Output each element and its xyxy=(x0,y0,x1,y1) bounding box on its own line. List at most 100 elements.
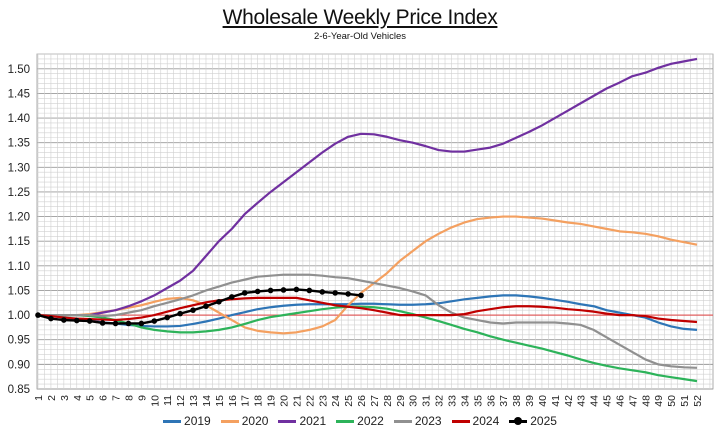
y-tick-label: 1.25 xyxy=(8,187,30,199)
data-point-2025 xyxy=(293,286,300,293)
x-tick-label: 2 xyxy=(46,395,58,401)
x-tick-label: 11 xyxy=(162,395,174,406)
y-tick-label: 1.20 xyxy=(8,212,30,224)
legend-swatch xyxy=(336,419,355,423)
data-point-2025 xyxy=(203,303,209,310)
data-point-2025 xyxy=(267,287,274,294)
x-tick-label: 13 xyxy=(188,395,200,407)
y-tick-label: 1.05 xyxy=(8,285,30,297)
series-line-2022 xyxy=(38,305,698,383)
x-tick-label: 37 xyxy=(498,395,510,407)
x-tick-label: 38 xyxy=(511,395,523,407)
data-point-2025 xyxy=(229,294,235,300)
x-tick-label: 39 xyxy=(524,395,536,407)
series-line-2021 xyxy=(38,57,698,317)
legend-swatch xyxy=(278,419,297,423)
data-point-2025 xyxy=(151,318,158,324)
series-line-2023 xyxy=(38,273,698,369)
chart-subtitle: 2-6-Year-Old Vehicles xyxy=(313,31,407,42)
x-tick-label: 18 xyxy=(253,395,265,407)
y-tick-label: 1.10 xyxy=(8,261,30,273)
x-tick-label: 24 xyxy=(330,395,342,407)
legend-item-2022: 2022 xyxy=(336,414,384,428)
data-point-2025 xyxy=(164,314,171,321)
legend-swatch xyxy=(393,419,412,423)
y-tick-label: 1.00 xyxy=(8,310,30,322)
x-tick-label: 8 xyxy=(123,395,135,401)
data-point-2025 xyxy=(306,287,313,294)
x-tick-label: 3 xyxy=(59,395,71,401)
data-point-2025 xyxy=(48,315,54,322)
x-tick-label: 1 xyxy=(33,395,45,401)
data-point-2025 xyxy=(86,318,93,324)
series-line-2024 xyxy=(37,296,698,324)
x-tick-label: 4 xyxy=(72,395,84,401)
data-point-2025 xyxy=(138,320,145,327)
x-tick-label: 29 xyxy=(395,395,407,407)
legend-item-2020: 2020 xyxy=(220,414,269,428)
x-tick-label: 26 xyxy=(356,395,368,407)
legend-swatch xyxy=(451,419,470,423)
legend-label: 2022 xyxy=(357,414,384,428)
data-point-2025 xyxy=(216,299,222,305)
legend-label: 2025 xyxy=(530,414,557,428)
x-tick-label: 15 xyxy=(214,395,226,407)
x-tick-label: 34 xyxy=(459,395,471,407)
data-point-2025 xyxy=(280,287,287,293)
x-tick-label: 12 xyxy=(175,395,187,407)
y-tick-label: 0.90 xyxy=(8,359,30,371)
x-tick-label: 31 xyxy=(421,395,433,407)
legend-label: 2024 xyxy=(472,414,500,428)
legend-swatch xyxy=(163,419,182,423)
x-tick-label: 49 xyxy=(653,395,665,407)
data-point-2025 xyxy=(73,317,80,324)
x-tick-label: 19 xyxy=(266,395,278,407)
data-point-2025 xyxy=(125,320,132,327)
x-tick-label: 36 xyxy=(485,395,497,407)
data-point-2025 xyxy=(99,320,106,326)
x-tick-label: 7 xyxy=(111,395,123,401)
x-tick-label: 40 xyxy=(537,395,549,407)
data-point-2025 xyxy=(241,290,248,296)
x-tick-label: 45 xyxy=(602,395,614,407)
data-point-2025 xyxy=(177,310,183,317)
data-point-2025 xyxy=(332,290,338,296)
legend-label: 2020 xyxy=(241,414,269,428)
x-tick-label: 44 xyxy=(589,395,601,407)
legend-label: 2023 xyxy=(414,414,442,428)
x-tick-label: 17 xyxy=(240,395,252,407)
x-tick-label: 28 xyxy=(382,395,394,407)
data-point-2025 xyxy=(345,291,351,297)
x-tick-label: 25 xyxy=(343,395,355,407)
legend-item-2025: 2025 xyxy=(509,414,557,428)
x-tick-label: 23 xyxy=(317,395,329,407)
legend-item-2019: 2019 xyxy=(163,414,211,428)
data-point-2025 xyxy=(358,292,364,299)
x-tick-label: 32 xyxy=(434,395,446,407)
legend-label: 2021 xyxy=(299,414,327,428)
x-tick-label: 30 xyxy=(408,395,420,407)
chart-title: Wholesale Weekly Price Index xyxy=(222,6,498,29)
y-tick-label: 0.85 xyxy=(8,384,30,396)
data-point-2025 xyxy=(254,288,261,295)
x-tick-label: 5 xyxy=(85,395,97,401)
x-tick-label: 14 xyxy=(201,395,213,407)
y-tick-label: 1.30 xyxy=(8,162,30,174)
x-tick-label: 51 xyxy=(679,395,691,407)
y-tick-label: 1.15 xyxy=(8,236,30,248)
x-tick-label: 47 xyxy=(627,395,639,407)
legend-item-2023: 2023 xyxy=(393,414,442,428)
data-point-2025 xyxy=(61,317,67,323)
legend: 2019 2020 2021 2022 2023 2024 2025 xyxy=(0,414,720,428)
legend-swatch xyxy=(220,419,239,423)
legend-item-2021: 2021 xyxy=(278,414,326,428)
x-tick-label: 42 xyxy=(563,395,575,407)
x-tick-label: 43 xyxy=(576,395,588,407)
data-point-2025 xyxy=(112,320,119,327)
x-tick-label: 33 xyxy=(446,395,458,407)
series-line-2020 xyxy=(38,215,698,335)
x-tick-label: 22 xyxy=(304,395,316,407)
legend-swatch xyxy=(509,416,528,425)
